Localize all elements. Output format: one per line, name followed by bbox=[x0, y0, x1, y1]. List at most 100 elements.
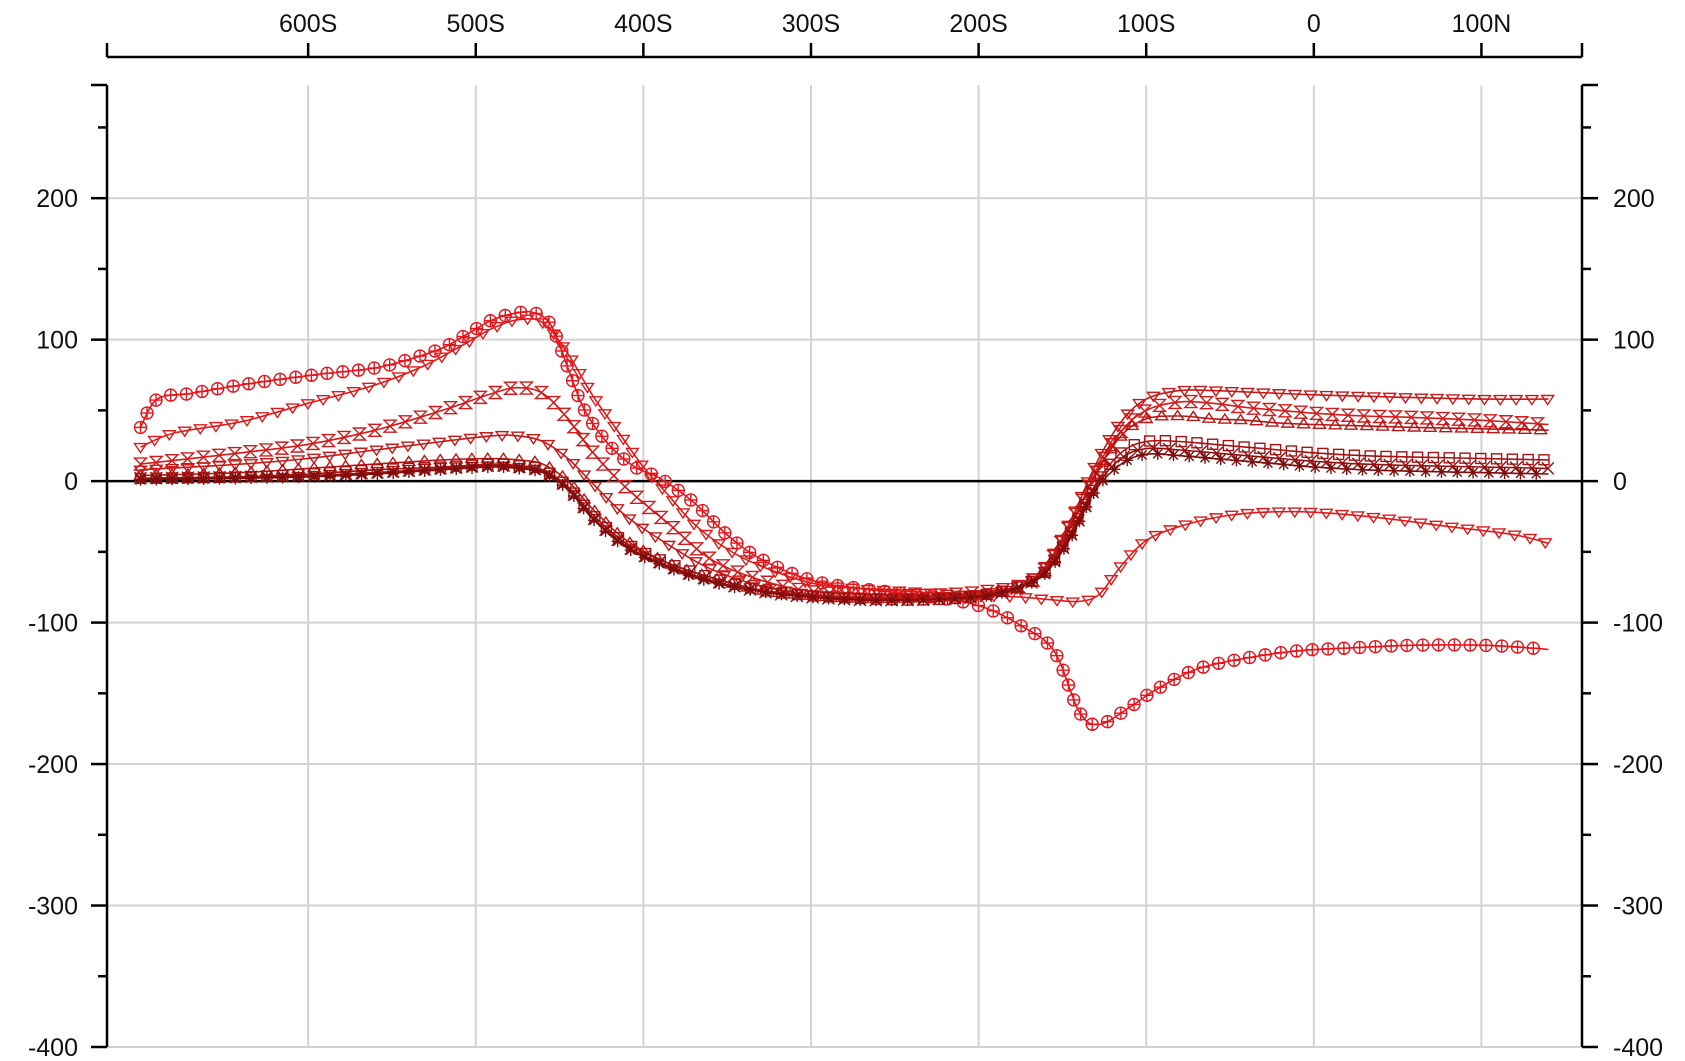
data-point-marker bbox=[1522, 533, 1538, 545]
x-tick-label: 100N bbox=[1452, 10, 1512, 38]
data-point-marker bbox=[1406, 420, 1422, 432]
data-point-marker bbox=[1321, 642, 1335, 656]
data-point-marker bbox=[1466, 413, 1483, 427]
data-point-marker bbox=[1368, 639, 1383, 654]
data-point-marker bbox=[775, 588, 788, 601]
data-point-marker bbox=[1422, 421, 1438, 433]
data-point-marker bbox=[595, 457, 611, 471]
data-point-marker bbox=[475, 329, 491, 340]
data-point-marker bbox=[1183, 394, 1199, 409]
data-point-marker bbox=[634, 523, 650, 535]
data-point-marker bbox=[300, 399, 316, 411]
x-tick-label: 600S bbox=[279, 10, 337, 38]
y-tick-label-left: 0 bbox=[64, 468, 78, 496]
data-point-marker bbox=[428, 344, 442, 358]
data-point-marker bbox=[1132, 398, 1147, 410]
data-point-marker bbox=[715, 559, 731, 573]
data-point-marker bbox=[1293, 405, 1309, 419]
data-point-marker bbox=[1274, 645, 1288, 660]
data-point-marker bbox=[885, 594, 898, 607]
data-point-marker bbox=[254, 412, 270, 424]
data-point-marker bbox=[671, 483, 685, 498]
y-tick-label-left: -400 bbox=[28, 1034, 78, 1061]
data-point-marker bbox=[1224, 386, 1240, 398]
data-point-marker bbox=[1491, 528, 1507, 540]
data-point-marker bbox=[838, 593, 851, 606]
data-point-marker bbox=[641, 500, 657, 515]
x-tick-label: 500S bbox=[447, 10, 505, 38]
data-point-marker bbox=[572, 369, 587, 380]
x-tick-label: 400S bbox=[614, 10, 672, 38]
data-point-marker bbox=[1087, 487, 1100, 500]
data-point-marker bbox=[1151, 398, 1168, 413]
data-point-marker bbox=[1287, 507, 1303, 519]
data-point-marker bbox=[782, 572, 798, 584]
data-point-marker bbox=[1102, 435, 1117, 447]
data-point-marker bbox=[543, 469, 556, 482]
data-point-marker bbox=[257, 374, 272, 389]
data-point-marker bbox=[1277, 458, 1290, 471]
data-point-marker bbox=[1240, 387, 1255, 399]
data-point-marker bbox=[1258, 648, 1272, 662]
data-point-marker bbox=[1413, 518, 1428, 530]
data-point-marker bbox=[1217, 412, 1233, 424]
data-point-marker bbox=[1384, 639, 1398, 653]
data-point-marker bbox=[1193, 516, 1208, 528]
y-tick-label-left: 100 bbox=[36, 327, 78, 355]
data-point-marker bbox=[1303, 390, 1319, 402]
data-point-marker bbox=[1233, 413, 1248, 425]
data-point-marker bbox=[432, 453, 448, 465]
data-point-marker bbox=[585, 416, 600, 431]
data-point-marker bbox=[695, 503, 710, 518]
data-point-marker bbox=[308, 470, 321, 483]
y-tick-label-right: -200 bbox=[1613, 751, 1663, 779]
data-point-marker bbox=[629, 490, 645, 504]
data-point-marker bbox=[565, 373, 580, 388]
data-point-marker bbox=[1403, 465, 1416, 478]
data-point-marker bbox=[1049, 555, 1062, 568]
data-point-marker bbox=[791, 589, 804, 602]
data-point-marker bbox=[427, 405, 444, 420]
data-point-marker bbox=[622, 514, 637, 526]
data-point-marker bbox=[567, 490, 580, 503]
data-point-marker bbox=[546, 329, 562, 341]
data-point-marker bbox=[1198, 395, 1215, 410]
data-point-marker bbox=[1438, 421, 1454, 433]
series-3 bbox=[132, 381, 1549, 603]
data-point-marker bbox=[133, 442, 148, 454]
data-point-marker bbox=[457, 395, 474, 410]
data-point-marker bbox=[224, 419, 239, 431]
data-point-marker bbox=[1277, 404, 1293, 418]
data-point-marker bbox=[336, 365, 350, 379]
data-point-marker bbox=[472, 390, 489, 405]
data-point-marker bbox=[387, 466, 400, 479]
data-point-marker bbox=[1524, 394, 1540, 406]
data-point-marker bbox=[324, 470, 337, 483]
data-point-marker bbox=[518, 381, 535, 395]
data-point-marker bbox=[285, 403, 300, 415]
data-point-marker bbox=[1198, 451, 1211, 464]
data-point-marker bbox=[406, 366, 421, 378]
data-point-marker bbox=[730, 536, 744, 550]
data-point-marker bbox=[196, 462, 211, 474]
data-point-marker bbox=[686, 519, 702, 531]
data-point-marker bbox=[243, 459, 259, 471]
data-point-marker bbox=[1167, 395, 1183, 410]
data-point-marker bbox=[434, 463, 447, 476]
data-point-marker bbox=[948, 592, 961, 605]
data-point-marker bbox=[1324, 407, 1341, 422]
data-point-marker bbox=[1507, 530, 1522, 542]
data-point-marker bbox=[504, 316, 520, 328]
data-point-marker bbox=[304, 368, 319, 382]
data-point-marker bbox=[1467, 466, 1480, 479]
data-point-marker bbox=[1428, 520, 1444, 532]
data-point-marker bbox=[208, 421, 224, 433]
data-point-marker bbox=[305, 436, 321, 451]
data-point-marker bbox=[150, 473, 163, 486]
data-point-marker bbox=[1366, 392, 1382, 404]
data-point-marker bbox=[212, 461, 227, 473]
data-point-marker bbox=[617, 452, 631, 466]
data-point-marker bbox=[1444, 522, 1460, 534]
data-point-marker bbox=[1056, 663, 1070, 677]
